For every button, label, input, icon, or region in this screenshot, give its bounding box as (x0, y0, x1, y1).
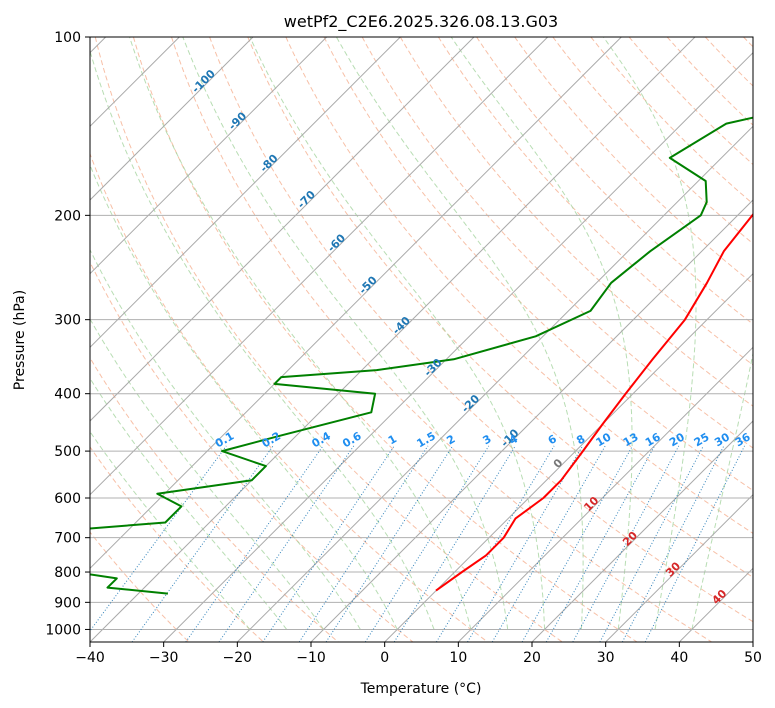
moist-adiabat (335, 37, 584, 630)
y-tick-label: 200 (54, 208, 81, 224)
isotherm (90, 37, 401, 349)
x-tick-label: 10 (449, 650, 467, 666)
chart-title: wetPf2_C2E6.2025.326.08.13.G03 (284, 12, 558, 32)
moist-adiabat (90, 163, 398, 630)
isotherm (163, 51, 753, 642)
isotherm (90, 37, 254, 201)
dry-adiabat (90, 446, 264, 642)
y-tick-label: 800 (54, 565, 81, 581)
moist-adiabat (249, 37, 546, 630)
moist-adiabat (90, 49, 435, 630)
x-tick-label: 40 (670, 650, 688, 666)
mixing-ratio-line (621, 445, 725, 642)
dry-adiabat (90, 152, 488, 642)
moist-adiabat (90, 430, 251, 630)
mixing-ratio-line (572, 445, 680, 642)
dry-adiabat (552, 37, 753, 245)
y-tick-label: 400 (54, 387, 81, 403)
dry-adiabat (323, 37, 753, 492)
dry-adiabat (399, 37, 753, 407)
isotherm (310, 199, 753, 642)
y-tick-label: 100 (54, 30, 81, 46)
isotherm (384, 272, 753, 642)
y-tick-label: 600 (54, 491, 81, 507)
y-tick-label: 300 (54, 313, 81, 329)
dry-adiabat (361, 37, 753, 449)
moist-adiabat (450, 37, 633, 630)
isotherm (90, 37, 622, 570)
y-tick-label: 900 (54, 595, 81, 611)
mixing-ratio-line (393, 445, 516, 642)
isotherm (90, 37, 696, 642)
isotherm (457, 346, 753, 642)
gridlines (90, 37, 753, 642)
x-axis-label: Temperature (°C) (360, 681, 482, 697)
mixing-ratio-line (131, 445, 274, 642)
mixing-ratio-line (599, 445, 704, 642)
series-layer (90, 116, 753, 595)
moist-adiabat (129, 37, 472, 630)
dry-adiabat (209, 37, 753, 623)
moist-adiabat (602, 37, 697, 630)
y-tick-label: 700 (54, 531, 81, 547)
x-tick-label: −20 (223, 650, 253, 666)
isotherm (90, 37, 475, 422)
isotherm (531, 420, 753, 642)
dry-adiabat (285, 37, 753, 534)
mixing-ratio-line (262, 445, 395, 642)
dry-adiabat (247, 37, 753, 578)
dry-adiabat (514, 37, 753, 285)
y-axis-label: Pressure (hPa) (12, 290, 28, 390)
dry-adiabat (628, 37, 753, 166)
temperature-line (435, 212, 753, 592)
isotherm (90, 37, 549, 496)
moist-adiabat (691, 350, 753, 630)
dry-adiabat (437, 37, 753, 366)
mixing-ratio-line (545, 445, 656, 642)
x-tick-label: −40 (75, 650, 105, 666)
y-tick-label: 1000 (45, 622, 81, 638)
x-tick-label: 20 (523, 650, 541, 666)
x-tick-label: 0 (380, 650, 389, 666)
mixing-ratio-line (185, 445, 324, 642)
x-tick-label: 30 (597, 650, 615, 666)
moist-adiabat (90, 248, 361, 630)
x-tick-label: 50 (744, 650, 762, 666)
axes: −40 −30 −20 −10 0 10 20 30 40 50 100 200 300 400 500 60… (45, 30, 762, 666)
isotherm (605, 493, 753, 642)
x-tick-label: −10 (296, 650, 326, 666)
dry-adiabat (171, 37, 712, 642)
mixing-ratio-line (435, 445, 555, 642)
mixing-ratio-line (644, 445, 746, 642)
dry-adiabat (94, 37, 563, 642)
dewpoint-line (90, 116, 753, 595)
mixing-ratio-line (298, 445, 429, 642)
isotherm (236, 125, 753, 642)
isotherm (90, 37, 328, 275)
plot-frame (89, 36, 754, 643)
x-tick-label: −30 (149, 650, 179, 666)
mixing-ratio-line (218, 445, 355, 642)
y-tick-label: 500 (54, 444, 81, 460)
moist-adiabat (182, 37, 509, 630)
